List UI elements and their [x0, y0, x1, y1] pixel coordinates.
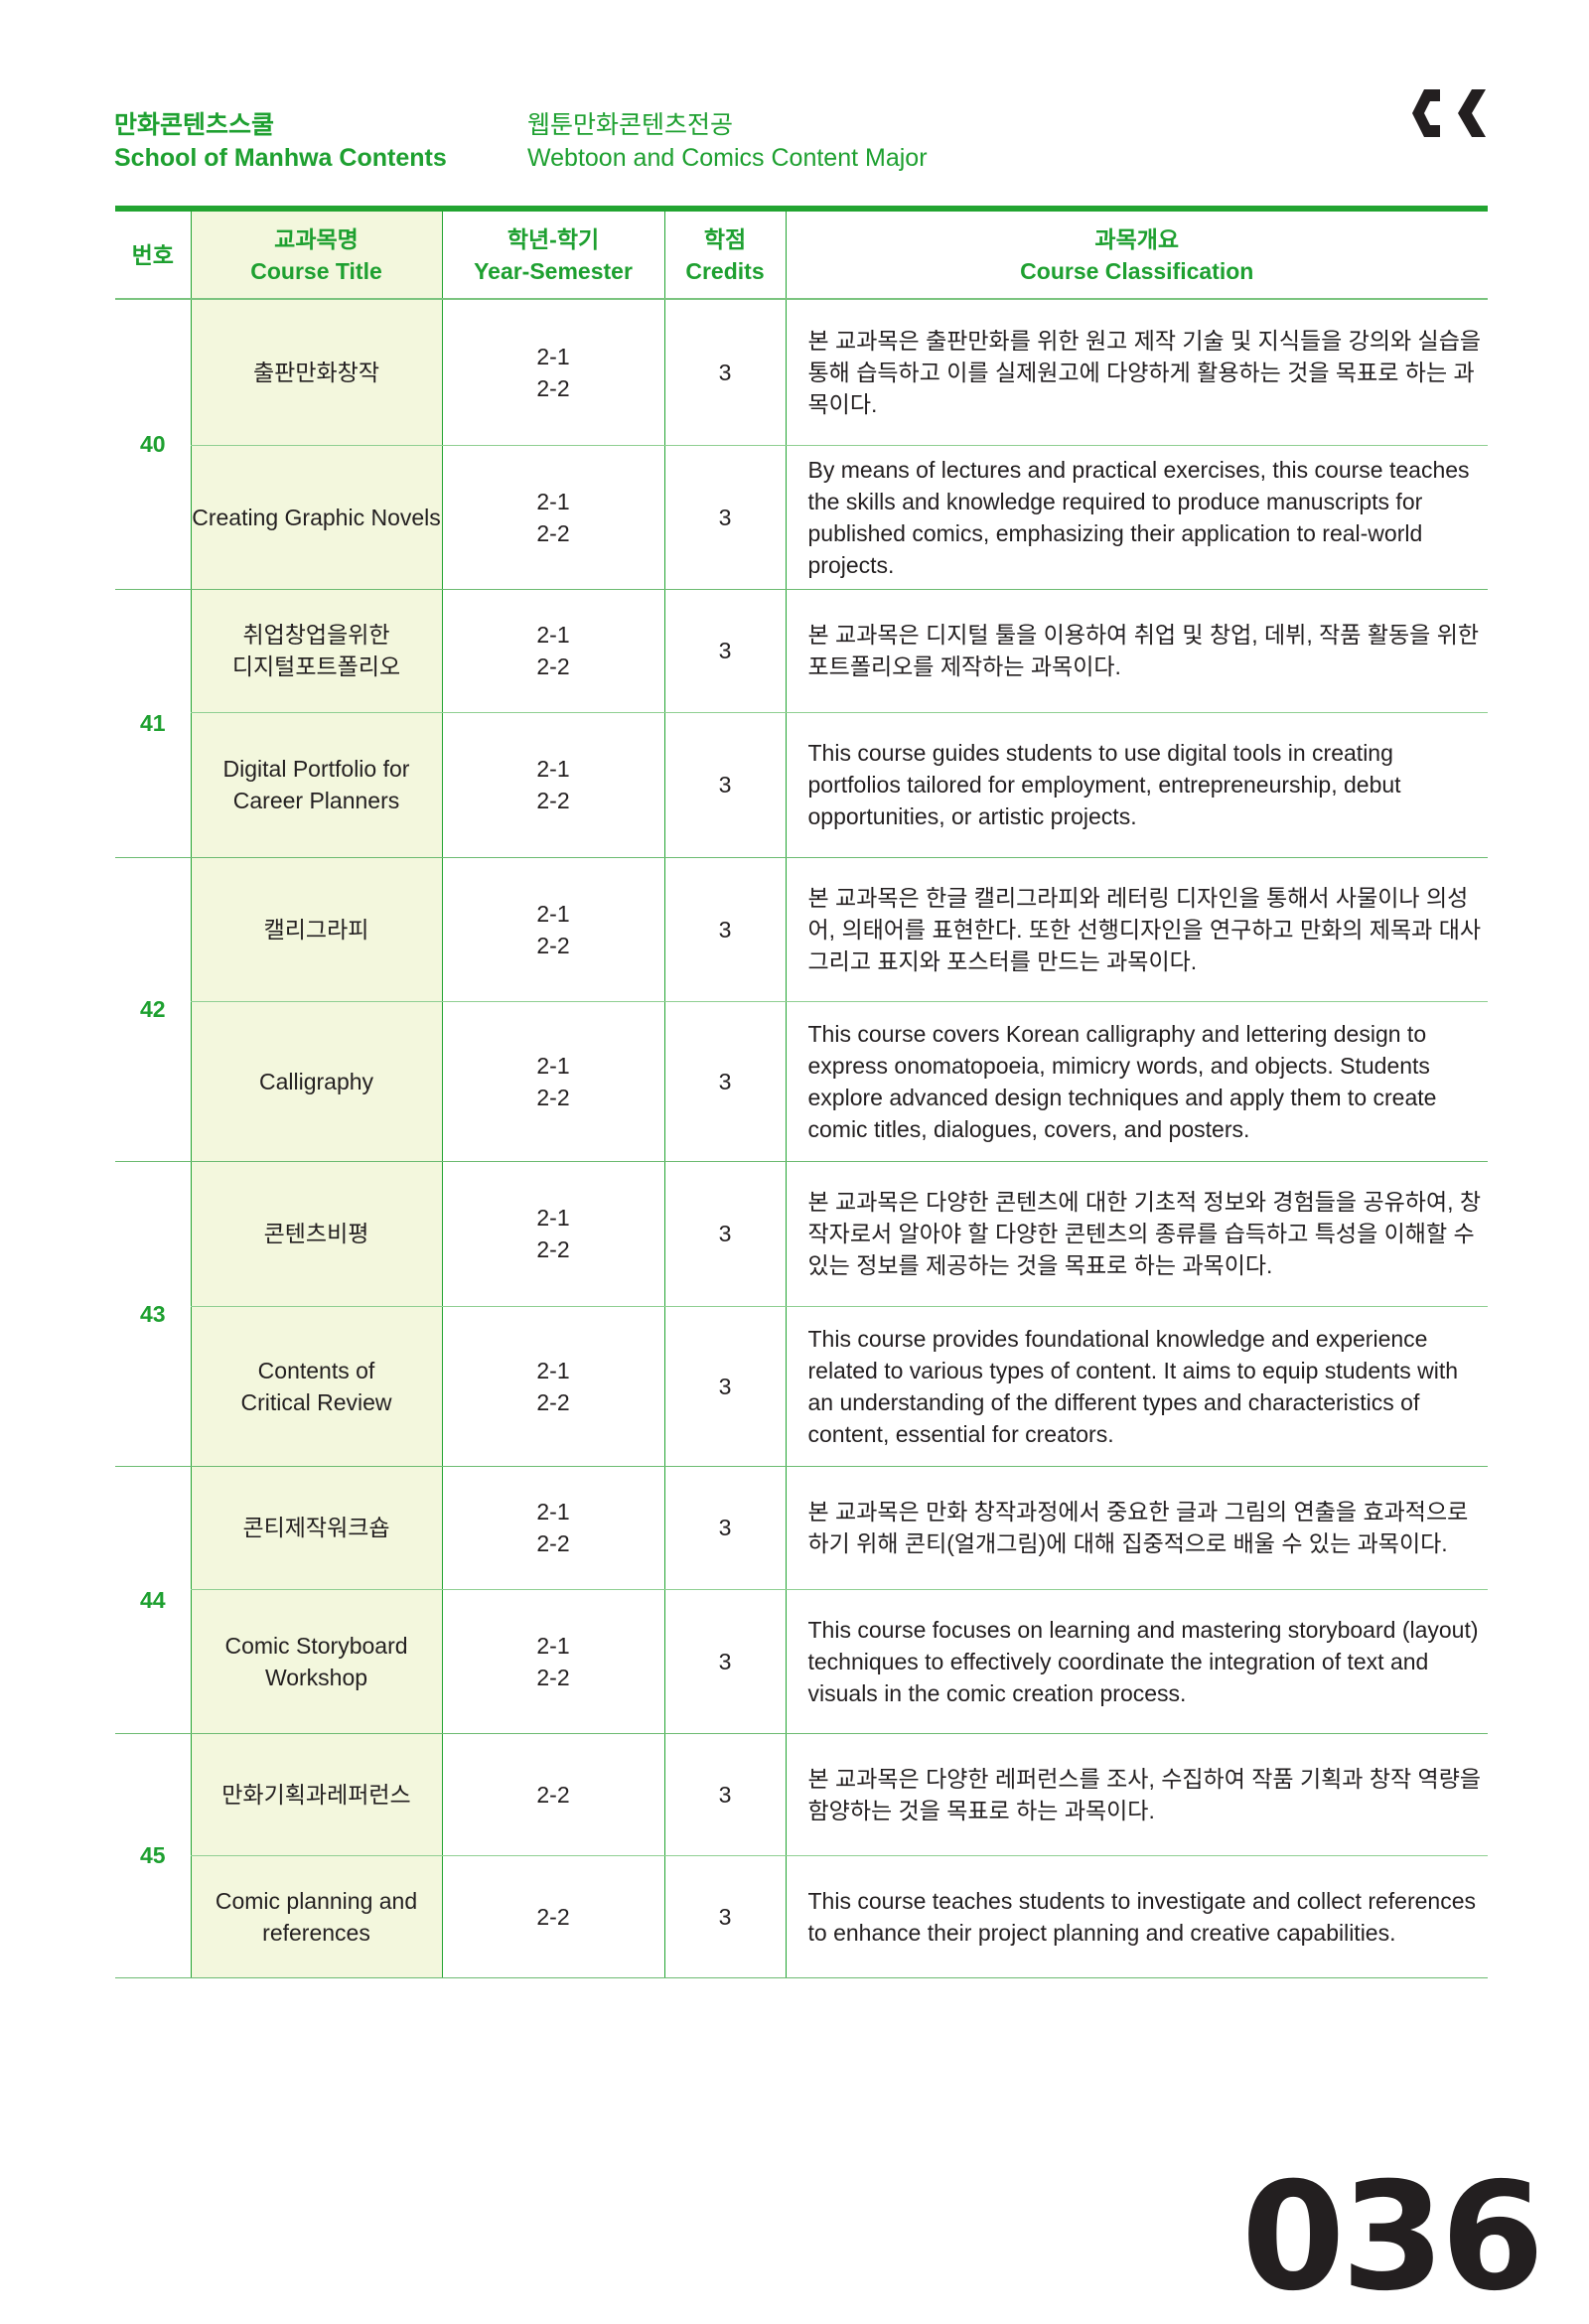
- col-credits: 학점 Credits: [663, 212, 786, 300]
- course-title: 만화기획과레퍼런스: [190, 1733, 442, 1856]
- course-description: 본 교과목은 만화 창작과정에서 중요한 글과 그림의 연출을 효과적으로 하기…: [785, 1466, 1488, 1590]
- year-semester: 2-2: [441, 1733, 664, 1856]
- table-row: 42 캘리그라피 2-1 2-2 3 본 교과목은 한글 캘리그라피와 레터링 디자인을…: [115, 857, 1488, 1162]
- table-row: Digital Portfolio for Career Planners 2-1…: [115, 712, 1488, 858]
- course-table: 번호 교과목명 Course Title 학년-학기 Year-Semester 학…: [115, 212, 1488, 1978]
- ck-logo-icon: [1412, 89, 1486, 137]
- school-name: 만화콘텐츠스쿨 School of Manhwa Contents: [114, 109, 447, 175]
- year-semester: 2-1 2-2: [441, 1001, 664, 1162]
- table-row: Calligraphy 2-1 2-2 3 This course covers Ko…: [115, 1001, 1488, 1162]
- course-title: Creating Graphic Novels: [190, 445, 442, 590]
- credits: 3: [663, 1001, 786, 1162]
- course-title: Calligraphy: [190, 1001, 442, 1162]
- course-title: 콘텐츠비평: [190, 1161, 442, 1307]
- credits: 3: [663, 1306, 786, 1467]
- course-description: 본 교과목은 다양한 레퍼런스를 조사, 수집하여 작품 기획과 창작 역량을 …: [785, 1733, 1488, 1856]
- major-name-en: Webtoon and Comics Content Major: [527, 144, 928, 172]
- course-number: 42: [115, 857, 191, 1162]
- course-title: 출판만화창작: [190, 299, 442, 446]
- col-course-title: 교과목명 Course Title: [190, 212, 442, 300]
- school-name-ko: 만화콘텐츠스쿨: [114, 111, 275, 139]
- year-semester: 2-1 2-2: [441, 299, 664, 446]
- course-number: 43: [115, 1161, 191, 1467]
- table-row: Contents of Critical Review 2-1 2-2 3 This …: [115, 1306, 1488, 1467]
- course-description: By means of lectures and practical exerc…: [785, 445, 1488, 590]
- year-semester: 2-1 2-2: [441, 1161, 664, 1307]
- course-description: This course guides students to use digit…: [785, 712, 1488, 858]
- course-title: 캘리그라피: [190, 857, 442, 1002]
- table-row: 44 콘티제작워크숍 2-1 2-2 3 본 교과목은 만화 창작과정에서 중요한 글과…: [115, 1466, 1488, 1734]
- year-semester: 2-1 2-2: [441, 1306, 664, 1467]
- course-number: 44: [115, 1466, 191, 1734]
- year-semester: 2-1 2-2: [441, 1589, 664, 1734]
- year-semester: 2-1 2-2: [441, 857, 664, 1002]
- year-semester: 2-1 2-2: [441, 589, 664, 713]
- course-description: This course provides foundational knowle…: [785, 1306, 1488, 1467]
- table-header: 번호 교과목명 Course Title 학년-학기 Year-Semester 학…: [115, 212, 1488, 300]
- credits: 3: [663, 1733, 786, 1856]
- course-description: This course covers Korean calligraphy an…: [785, 1001, 1488, 1162]
- course-number: 45: [115, 1733, 191, 1978]
- table-row: 41 취업창업을위한 디지털포트폴리오 2-1 2-2 3 본 교과목은 디지털 툴을 …: [115, 589, 1488, 858]
- course-title: 콘티제작워크숍: [190, 1466, 442, 1590]
- credits: 3: [663, 1466, 786, 1590]
- course-description: This course focuses on learning and mast…: [785, 1589, 1488, 1734]
- year-semester: 2-1 2-2: [441, 445, 664, 590]
- header-rule: [115, 206, 1488, 212]
- course-description: 본 교과목은 출판만화를 위한 원고 제작 기술 및 지식들을 강의와 실습을 …: [785, 299, 1488, 446]
- major-name: 웹툰만화콘텐츠전공 Webtoon and Comics Content Maj…: [527, 109, 928, 175]
- col-number: 번호: [115, 212, 191, 300]
- table-row: Comic planning and references 2-2 3 This co…: [115, 1855, 1488, 1978]
- major-name-ko: 웹툰만화콘텐츠전공: [527, 111, 734, 139]
- credits: 3: [663, 1161, 786, 1307]
- table-row: Creating Graphic Novels 2-1 2-2 3 By means …: [115, 445, 1488, 590]
- course-title: Digital Portfolio for Career Planners: [190, 712, 442, 858]
- course-description: This course teaches students to investig…: [785, 1855, 1488, 1978]
- col-classification: 과목개요 Course Classification: [785, 212, 1488, 300]
- table-row: 40 출판만화창작 2-1 2-2 3 본 교과목은 출판만화를 위한 원고 제작 기술…: [115, 299, 1488, 590]
- credits: 3: [663, 712, 786, 858]
- year-semester: 2-1 2-2: [441, 712, 664, 858]
- course-number: 41: [115, 589, 191, 858]
- year-semester: 2-2: [441, 1855, 664, 1978]
- credits: 3: [663, 445, 786, 590]
- course-description: 본 교과목은 디지털 툴을 이용하여 취업 및 창업, 데뷔, 작품 활동을 위…: [785, 589, 1488, 713]
- table-row: 43 콘텐츠비평 2-1 2-2 3 본 교과목은 다양한 콘텐츠에 대한 기초적 정보…: [115, 1161, 1488, 1467]
- course-description: 본 교과목은 다양한 콘텐츠에 대한 기초적 정보와 경험들을 공유하여, 창작…: [785, 1161, 1488, 1307]
- table-row: Comic Storyboard Workshop 2-1 2-2 3 This co…: [115, 1589, 1488, 1734]
- course-title: Comic Storyboard Workshop: [190, 1589, 442, 1734]
- credits: 3: [663, 589, 786, 713]
- col-year-semester: 학년-학기 Year-Semester: [441, 212, 664, 300]
- page-number: 036: [1241, 2151, 1544, 2324]
- credits: 3: [663, 857, 786, 1002]
- credits: 3: [663, 1855, 786, 1978]
- course-title: Contents of Critical Review: [190, 1306, 442, 1467]
- course-title: 취업창업을위한 디지털포트폴리오: [190, 589, 442, 713]
- course-title: Comic planning and references: [190, 1855, 442, 1978]
- table-row: 45 만화기획과레퍼런스 2-2 3 본 교과목은 다양한 레퍼런스를 조사, 수집하여…: [115, 1733, 1488, 1978]
- course-description: 본 교과목은 한글 캘리그라피와 레터링 디자인을 통해서 사물이나 의성어, …: [785, 857, 1488, 1002]
- year-semester: 2-1 2-2: [441, 1466, 664, 1590]
- course-number: 40: [115, 299, 191, 590]
- credits: 3: [663, 1589, 786, 1734]
- credits: 3: [663, 299, 786, 446]
- school-name-en: School of Manhwa Contents: [114, 144, 447, 172]
